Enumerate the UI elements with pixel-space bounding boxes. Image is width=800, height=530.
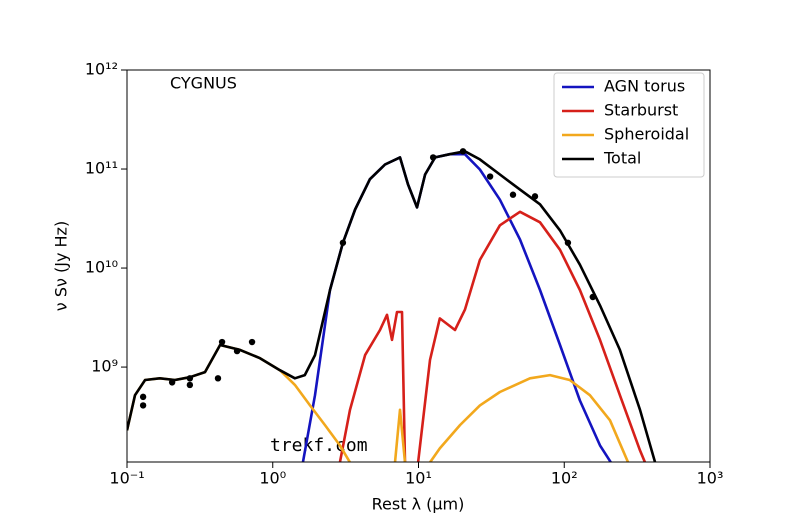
legend-box [553, 72, 705, 178]
x-tick-label: 10⁻¹ [109, 469, 144, 488]
data-point [233, 347, 241, 355]
data-point [459, 148, 467, 155]
data-point [214, 375, 222, 382]
legend-label: Starburst [604, 101, 678, 120]
data-point [509, 191, 517, 198]
data-point [186, 375, 194, 382]
legend-label: Spheroidal [604, 125, 689, 144]
legend-label: Total [603, 149, 641, 168]
data-point [589, 293, 597, 301]
legend-label: AGN torus [604, 77, 685, 96]
y-axis-label: ν Sν (Jy Hz) [52, 221, 71, 311]
data-point [429, 154, 437, 161]
series-line [127, 150, 657, 462]
x-tick-label: 10³ [697, 469, 724, 488]
data-point [531, 193, 539, 200]
x-axis-label: Rest λ (μm) [372, 495, 465, 514]
series-line [338, 210, 647, 462]
y-tick-label: 10¹¹ [85, 159, 118, 178]
series-line [127, 343, 630, 462]
watermark: trekf.com [270, 435, 368, 456]
data-point [139, 402, 147, 409]
y-tick-label: 10¹² [85, 60, 118, 79]
legend: AGN torus Starburst Spheroidal Total [553, 72, 705, 178]
data-point [248, 338, 256, 346]
annotation: CYGNUS [170, 74, 237, 93]
x-tick-label: 10⁰ [259, 469, 286, 488]
plot-frame [126, 69, 711, 463]
y-tick-label: 10¹⁰ [85, 258, 118, 277]
data-point [168, 379, 176, 386]
data-point [186, 381, 194, 389]
data-point [218, 338, 226, 346]
data-point [339, 239, 347, 246]
x-tick-label: 10² [551, 469, 578, 488]
data-point [564, 239, 572, 246]
x-tick-label: 10¹ [405, 469, 432, 488]
data-point [139, 393, 147, 401]
y-tick-label: 10⁹ [91, 357, 118, 376]
data-point [486, 173, 494, 180]
